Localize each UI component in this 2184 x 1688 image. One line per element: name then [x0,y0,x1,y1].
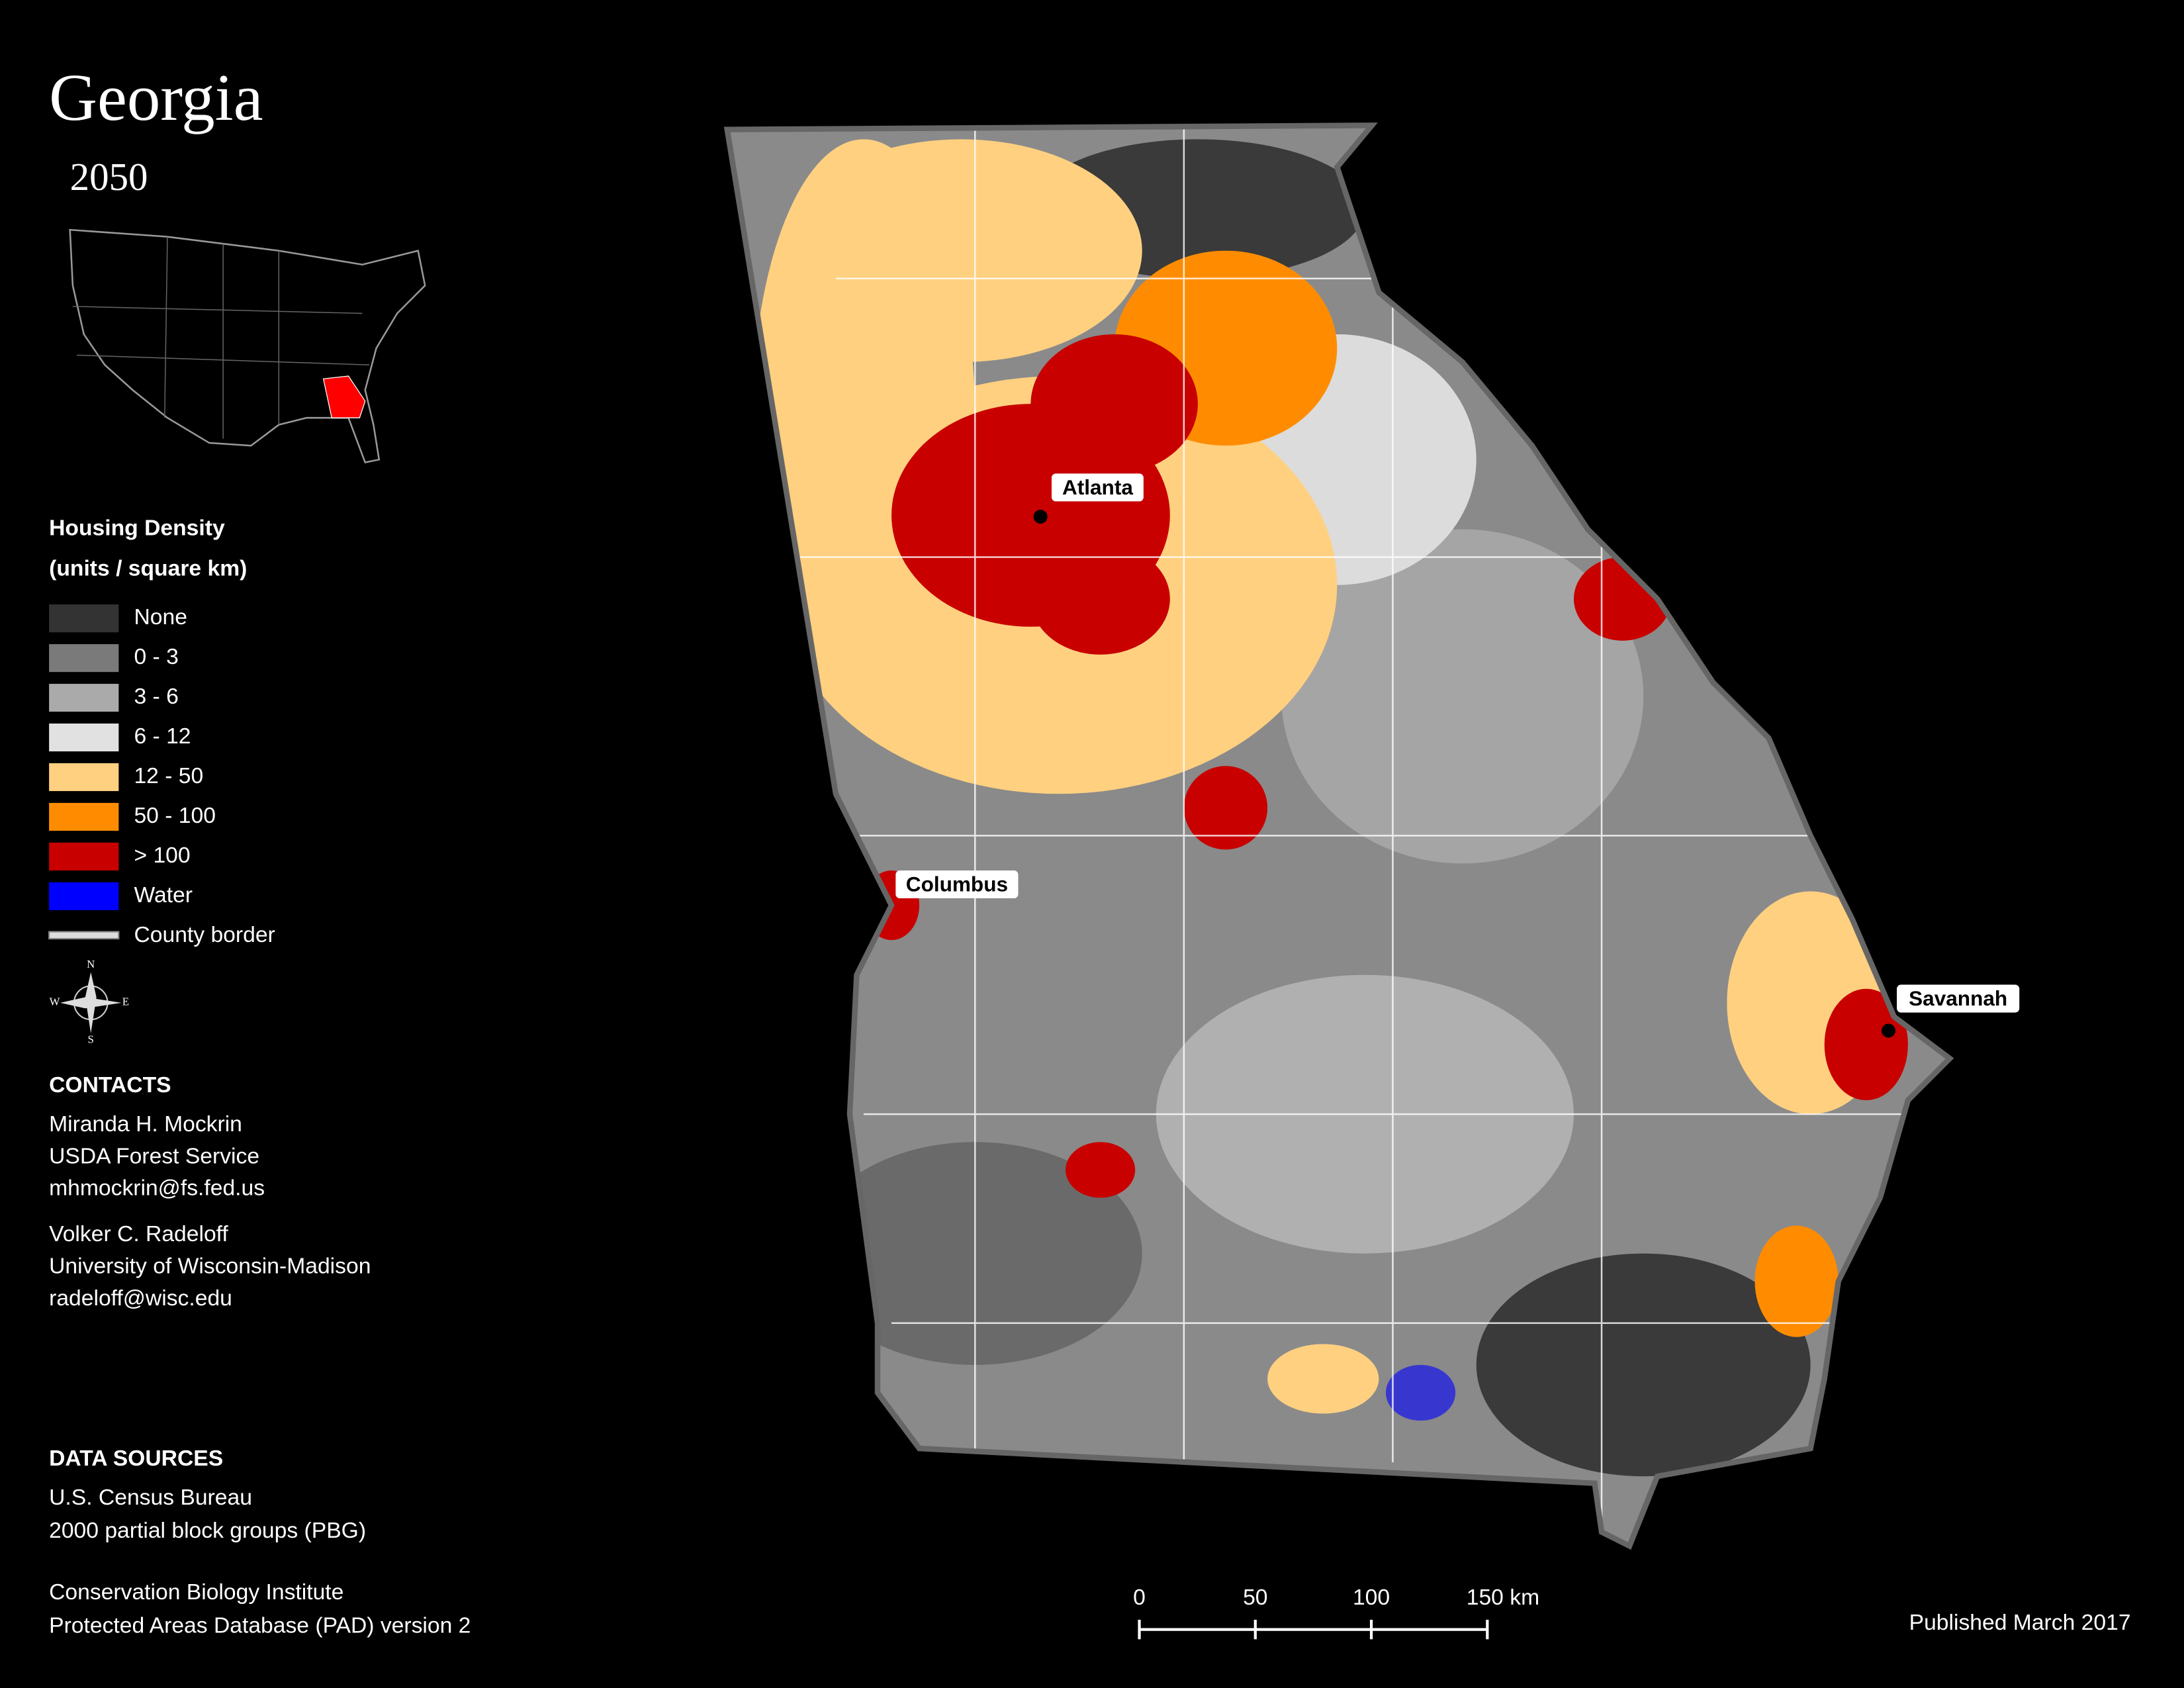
subtitle: 2050 [70,156,148,199]
city-savannah: Savannah [1881,984,2020,1038]
us-inset [69,228,426,463]
legend-swatch [49,644,119,673]
scale-label: 100 [1353,1585,1390,1610]
legend-label: > 100 [134,843,190,868]
legend-label: 3 - 6 [134,684,178,709]
title: Georgia [49,60,263,134]
legend-swatch [49,684,119,712]
source-line: Conservation Biology Institute [49,1580,343,1605]
sources-title: DATA SOURCES [49,1446,223,1471]
legend-swatch [48,931,120,940]
legend-swatch [49,842,119,870]
legend-label: 6 - 12 [134,724,191,749]
contact-line: radeloff@wisc.edu [49,1286,232,1311]
legend-title: Housing Density [49,516,225,540]
compass-w: W [50,996,60,1008]
sources: U.S. Census Bureau 2000 partial block gro… [49,1485,471,1638]
legend-swatch [49,802,119,831]
contact-line: University of Wisconsin-Madison [49,1254,371,1278]
city-label: Atlanta [1062,475,1133,499]
legend-subtitle: (units / square km) [49,556,247,581]
city-atlanta: Atlanta [1033,473,1144,524]
legend-swatch [49,763,119,792]
contact-line: Miranda H. Mockrin [49,1112,242,1137]
contact-line: USDA Forest Service [49,1144,259,1168]
compass: N S E W [50,958,129,1046]
scale-label: 150 km [1467,1585,1539,1610]
compass-n: N [87,958,95,970]
legend-label: 0 - 3 [134,645,178,669]
legend-swatch [49,604,119,633]
compass-e: E [122,996,129,1008]
source-line: 2000 partial block groups (PBG) [49,1519,366,1543]
legend-label: None [134,605,187,630]
legend-swatch [49,882,119,910]
scale-label: 50 [1243,1585,1267,1610]
published: Published March 2017 [1909,1611,2131,1635]
city-columbus: Columbus [895,870,1019,899]
legend-label: 50 - 100 [134,804,216,828]
legend-label: County border [134,923,275,947]
scale-label: 0 [1133,1585,1146,1610]
legend-swatch [49,724,119,752]
contacts-title: CONTACTS [49,1073,171,1098]
compass-s: S [88,1033,94,1046]
legend-label: Water [134,883,193,908]
legend-label: 12 - 50 [134,764,203,788]
contacts: Miranda H. Mockrin USDA Forest Service mhm… [49,1112,371,1311]
contact-line: mhmockrin@fs.fed.us [49,1176,265,1201]
city-label: Columbus [906,872,1008,896]
legend: None 0 - 3 3 - 6 6 - 12 12 - 50 50 - 100 > 100… [48,604,275,947]
scale-bar: 0 50 100 150 km [1133,1585,1539,1640]
contact-line: Volker C. Radeloff [49,1222,228,1246]
city-label: Savannah [1909,986,2007,1010]
source-line: U.S. Census Bureau [49,1485,252,1510]
source-line: Protected Areas Database (PAD) version 2 [49,1613,471,1638]
